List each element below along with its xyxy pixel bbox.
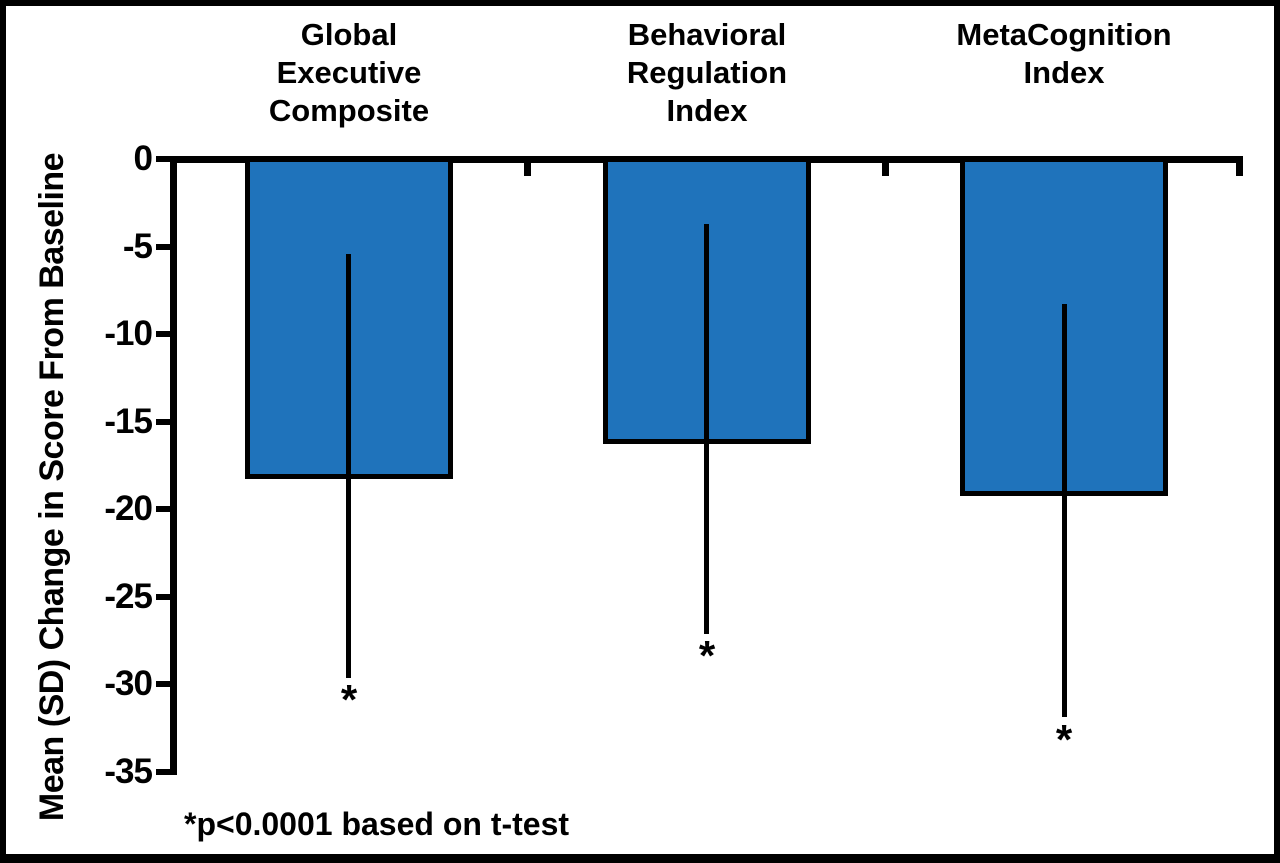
y-axis-tick [156, 769, 170, 775]
y-axis-tick [156, 244, 170, 250]
y-tick-label: -10 [104, 314, 153, 353]
y-axis-line [170, 156, 177, 775]
significance-asterisk: * [698, 632, 716, 679]
y-axis-tick [156, 156, 170, 162]
category-label-line: Behavioral [627, 17, 787, 52]
category-label-line: Regulation [626, 55, 788, 90]
error-bar [346, 254, 351, 678]
error-bar [704, 224, 709, 634]
category-label-line: Global [300, 17, 398, 52]
category-label-line: Executive [276, 55, 422, 90]
category-label: Global Executive Composite [169, 16, 529, 130]
category-label-line: MetaCognition [956, 17, 1172, 52]
y-axis-tick [156, 331, 170, 337]
y-tick-label: -20 [104, 489, 153, 528]
y-tick-label: -5 [122, 227, 153, 266]
significance-asterisk: * [340, 676, 358, 723]
significance-footnote: *p<0.0001 based on t-test [184, 806, 570, 842]
category-label-line: Composite [268, 93, 430, 128]
category-label-line: Index [1023, 55, 1105, 90]
y-tick-label: 0 [133, 139, 153, 178]
category-label: Behavioral Regulation Index [527, 16, 887, 130]
y-axis-tick [156, 594, 170, 600]
significance-asterisk: * [1055, 716, 1073, 763]
category-label-line: Index [666, 93, 748, 128]
y-axis-tick [156, 419, 170, 425]
y-axis-tick [156, 506, 170, 512]
y-tick-label: -15 [104, 402, 153, 441]
category-separator-tick [524, 163, 531, 176]
error-bar [1062, 304, 1067, 717]
y-tick-label: -25 [104, 577, 153, 616]
y-axis-tick [156, 681, 170, 687]
category-label: MetaCognition Index [884, 16, 1244, 92]
y-tick-label: -35 [104, 752, 153, 791]
category-separator-tick [882, 163, 889, 176]
y-tick-label: -30 [104, 664, 153, 703]
x-axis-end-tick [1236, 163, 1243, 176]
